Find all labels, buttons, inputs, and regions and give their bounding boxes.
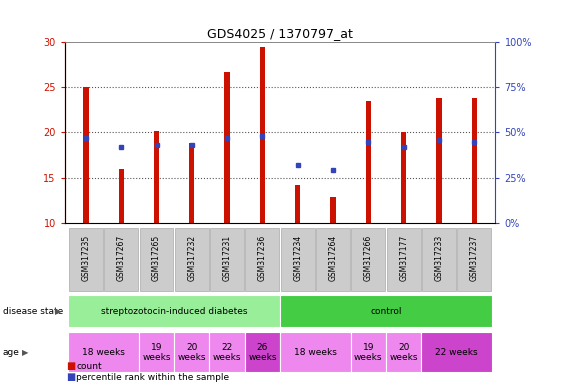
FancyBboxPatch shape xyxy=(139,333,174,372)
Bar xyxy=(295,185,301,223)
Bar xyxy=(225,72,230,223)
Bar xyxy=(330,197,336,223)
Text: 18 weeks: 18 weeks xyxy=(294,348,337,357)
Text: 19
weeks: 19 weeks xyxy=(354,343,383,362)
Text: 22 weeks: 22 weeks xyxy=(435,348,478,357)
Text: GSM317237: GSM317237 xyxy=(470,234,479,281)
Text: 22
weeks: 22 weeks xyxy=(213,343,242,362)
FancyBboxPatch shape xyxy=(457,228,491,291)
Text: GSM317234: GSM317234 xyxy=(293,234,302,281)
Text: ■: ■ xyxy=(66,372,75,382)
Text: percentile rank within the sample: percentile rank within the sample xyxy=(76,373,229,382)
Text: GSM317231: GSM317231 xyxy=(222,234,231,281)
Text: GSM317232: GSM317232 xyxy=(187,234,196,281)
Text: 18 weeks: 18 weeks xyxy=(82,348,125,357)
FancyBboxPatch shape xyxy=(68,333,139,372)
Text: 20
weeks: 20 weeks xyxy=(177,343,206,362)
FancyBboxPatch shape xyxy=(245,333,280,372)
FancyBboxPatch shape xyxy=(68,296,280,326)
Text: GSM317233: GSM317233 xyxy=(435,234,444,281)
FancyBboxPatch shape xyxy=(245,228,279,291)
Bar xyxy=(154,131,159,223)
Bar xyxy=(401,132,406,223)
Text: ▶: ▶ xyxy=(55,306,61,316)
Text: 26
weeks: 26 weeks xyxy=(248,343,276,362)
FancyBboxPatch shape xyxy=(280,333,351,372)
FancyBboxPatch shape xyxy=(422,228,456,291)
Bar xyxy=(436,98,441,223)
FancyBboxPatch shape xyxy=(280,296,492,326)
Bar xyxy=(119,169,124,223)
Text: GSM317236: GSM317236 xyxy=(258,234,267,281)
FancyBboxPatch shape xyxy=(387,228,421,291)
Bar xyxy=(472,98,477,223)
Bar xyxy=(83,88,88,223)
Text: GSM317264: GSM317264 xyxy=(329,234,338,281)
Bar xyxy=(260,47,265,223)
Text: GSM317267: GSM317267 xyxy=(117,234,126,281)
FancyBboxPatch shape xyxy=(104,228,138,291)
Text: GSM317266: GSM317266 xyxy=(364,234,373,281)
Text: count: count xyxy=(76,362,102,371)
Text: GSM317235: GSM317235 xyxy=(82,234,91,281)
Text: GSM317177: GSM317177 xyxy=(399,234,408,281)
FancyBboxPatch shape xyxy=(351,333,386,372)
Text: age: age xyxy=(3,348,20,357)
FancyBboxPatch shape xyxy=(140,228,173,291)
Bar xyxy=(189,143,194,223)
FancyBboxPatch shape xyxy=(210,228,244,291)
Text: 19
weeks: 19 weeks xyxy=(142,343,171,362)
Text: ■: ■ xyxy=(66,361,75,371)
Title: GDS4025 / 1370797_at: GDS4025 / 1370797_at xyxy=(207,26,353,40)
Text: 20
weeks: 20 weeks xyxy=(390,343,418,362)
Text: streptozotocin-induced diabetes: streptozotocin-induced diabetes xyxy=(101,306,247,316)
FancyBboxPatch shape xyxy=(69,228,103,291)
FancyBboxPatch shape xyxy=(421,333,492,372)
FancyBboxPatch shape xyxy=(174,333,209,372)
FancyBboxPatch shape xyxy=(351,228,385,291)
Text: ▶: ▶ xyxy=(22,348,29,357)
FancyBboxPatch shape xyxy=(175,228,209,291)
Text: disease state: disease state xyxy=(3,306,63,316)
Bar xyxy=(366,101,371,223)
Text: control: control xyxy=(370,306,402,316)
FancyBboxPatch shape xyxy=(281,228,315,291)
FancyBboxPatch shape xyxy=(386,333,421,372)
Text: GSM317265: GSM317265 xyxy=(152,234,161,281)
FancyBboxPatch shape xyxy=(209,333,245,372)
FancyBboxPatch shape xyxy=(316,228,350,291)
